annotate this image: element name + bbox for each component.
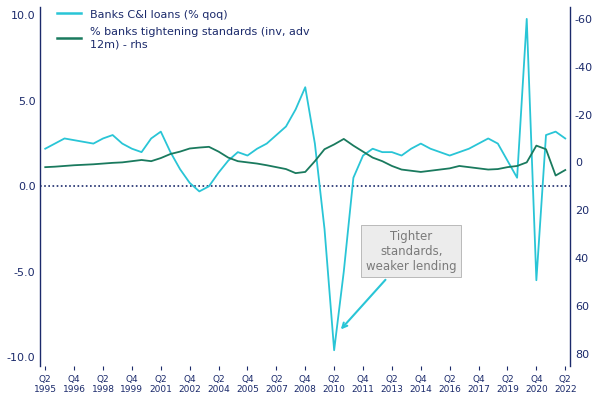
Text: Tighter
standards,
weaker lending: Tighter standards, weaker lending	[343, 230, 457, 328]
Legend: Banks C&I loans (% qoq), % banks tightening standards (inv, adv
12m) - rhs: Banks C&I loans (% qoq), % banks tighten…	[56, 9, 310, 49]
